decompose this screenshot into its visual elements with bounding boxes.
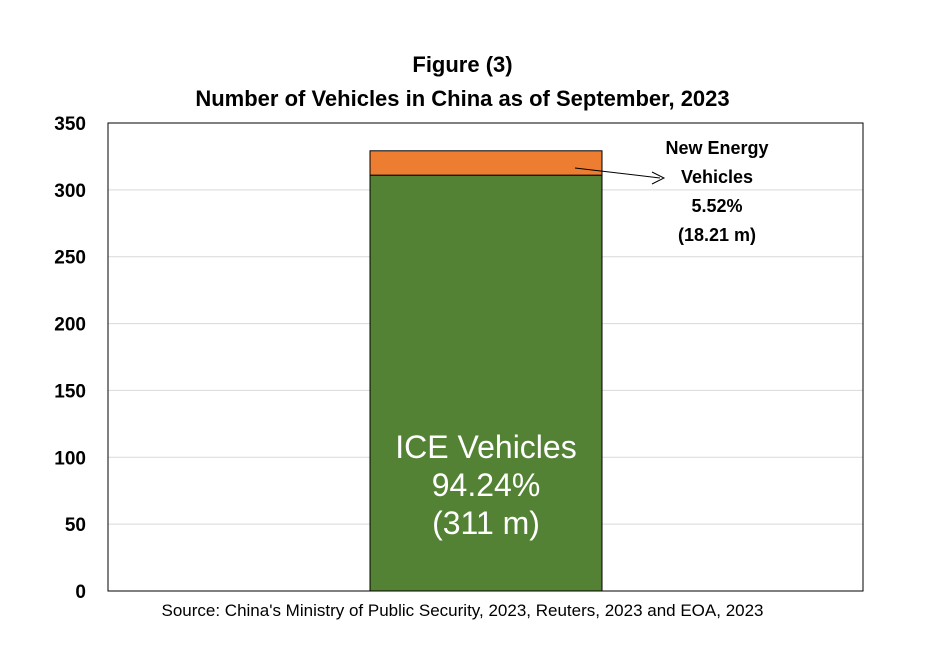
chart-subtitle: Number of Vehicles in China as of Septem… xyxy=(195,86,730,111)
ice-label-line-3: (311 m) xyxy=(432,505,540,541)
arrow-head xyxy=(651,171,666,185)
annotation-arrow xyxy=(574,167,666,185)
nev-label-line-2: Vehicles xyxy=(680,167,754,187)
ice-label-line-1: ICE Vehicles xyxy=(395,429,577,465)
y-tick-label: 300 xyxy=(54,181,86,202)
y-tick-label: 250 xyxy=(54,248,86,269)
y-tick-label: 50 xyxy=(65,515,86,536)
new-energy-vehicles-bar xyxy=(369,150,603,176)
ice-vehicles-label: ICE Vehicles 94.24% (311 m) xyxy=(370,428,602,542)
ice-vehicles-bar xyxy=(369,174,603,592)
y-axis-ticks: 0 50 100 150 200 250 300 350 xyxy=(54,114,86,603)
plot-area-frame xyxy=(107,122,864,592)
source-note: Source: China's Ministry of Public Secur… xyxy=(161,601,764,620)
y-tick-label: 150 xyxy=(54,381,86,402)
y-tick-label: 100 xyxy=(54,448,86,469)
arrow-line xyxy=(574,167,661,179)
nev-annotation: New Energy Vehicles 5.52% (18.21 m) xyxy=(637,134,797,250)
y-tick-label: 200 xyxy=(54,315,86,336)
y-tick-label: 350 xyxy=(54,114,86,135)
nev-label-line-3: 5.52% xyxy=(691,196,743,216)
ice-label-line-2: 94.24% xyxy=(431,467,541,503)
y-tick-label: 0 xyxy=(75,582,86,603)
nev-label-line-1: New Energy xyxy=(665,138,769,158)
chart-title: Figure (3) xyxy=(412,52,513,77)
bars xyxy=(369,150,603,592)
nev-label-line-4: (18.21 m) xyxy=(677,225,757,245)
